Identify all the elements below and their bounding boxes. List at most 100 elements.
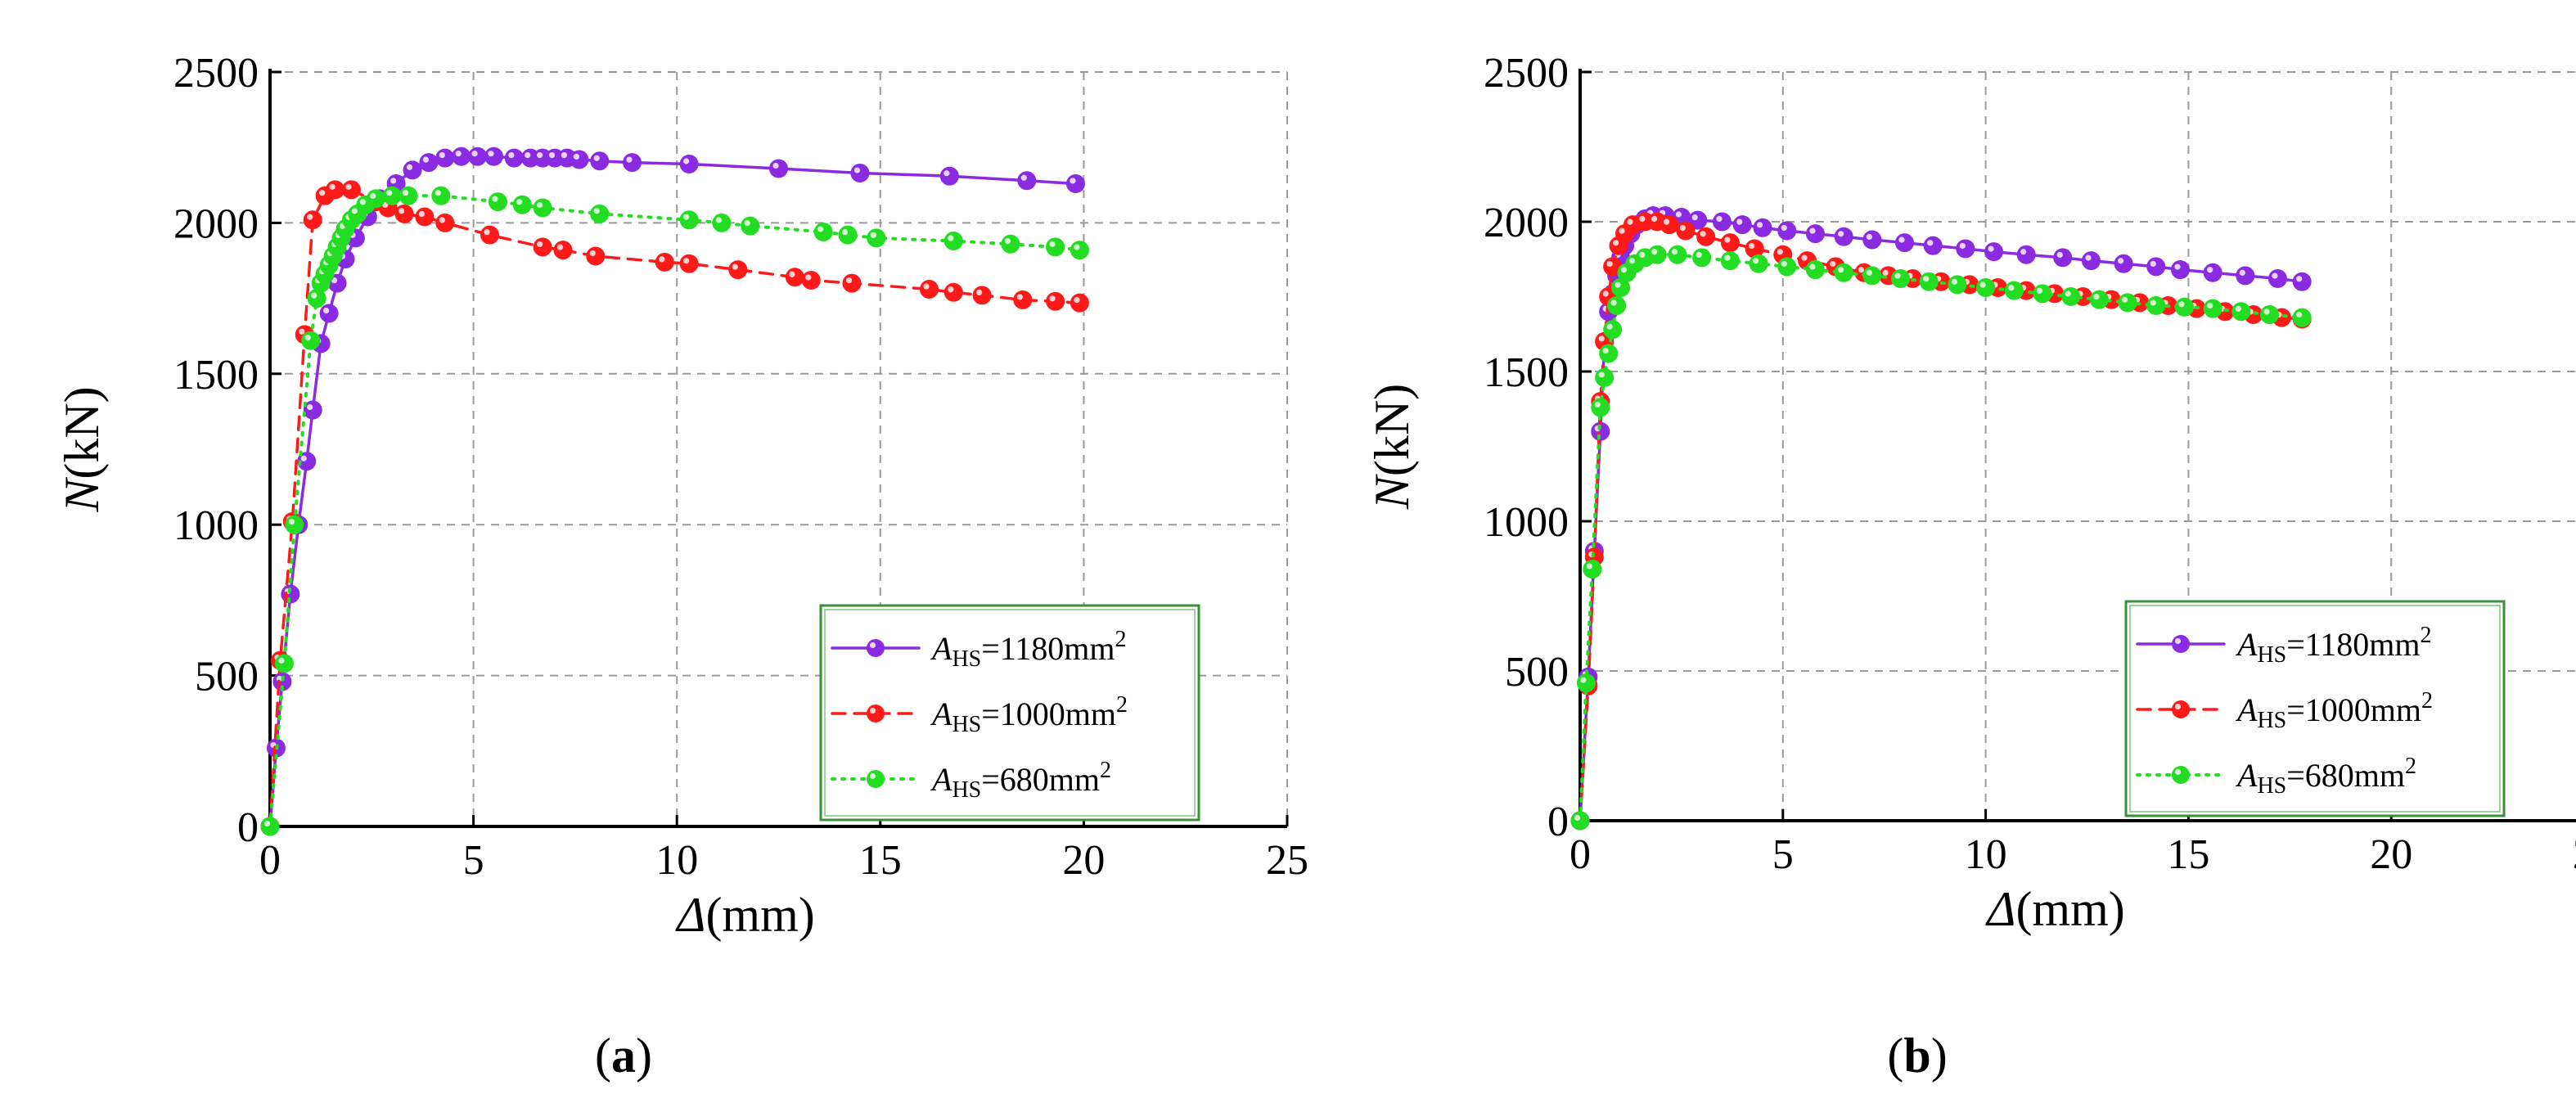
- y-tick-label: 500: [1505, 649, 1569, 696]
- data-point: [590, 151, 610, 171]
- data-point-highlight: [1700, 231, 1706, 237]
- data-point-highlight: [1951, 278, 1958, 285]
- legend-label: AHS=1000mm2: [2235, 688, 2433, 733]
- data-point: [2203, 263, 2222, 282]
- data-point: [1712, 212, 1732, 232]
- data-point-highlight: [2207, 267, 2213, 273]
- data-point: [512, 195, 532, 214]
- data-point-highlight: [300, 455, 307, 461]
- data-point-highlight: [439, 152, 445, 159]
- data-point-highlight: [319, 190, 326, 196]
- data-point-highlight: [1602, 347, 1609, 354]
- data-point-highlight: [870, 232, 876, 238]
- data-point: [1919, 272, 1939, 291]
- data-point-highlight: [1615, 281, 1621, 288]
- data-point: [1891, 269, 1911, 289]
- data-point: [769, 159, 788, 178]
- data-point-highlight: [1016, 294, 1023, 300]
- data-point-highlight: [817, 226, 824, 232]
- data-point: [1013, 290, 1033, 309]
- data-point: [553, 241, 573, 260]
- panel-caption: (a): [595, 1029, 652, 1083]
- data-point-highlight: [1923, 276, 1930, 282]
- data-point-highlight: [329, 183, 336, 190]
- chart-panel-b: 0 5 10 15 20 25 0 500 1000 1500 2000 2500 Δ(mm) N(kN)…: [1365, 50, 2576, 1083]
- data-point-highlight: [2150, 260, 2156, 267]
- data-point-highlight: [2296, 312, 2303, 318]
- y-tick-label: 2500: [1484, 50, 1569, 97]
- chart-panel-a: 0 5 10 15 20 25 0 500 1000 1500 2000 2500 Δ(mm) N(kN)…: [55, 50, 1308, 1083]
- data-point: [939, 166, 959, 186]
- data-point-highlight: [1777, 249, 1783, 255]
- y-tick-label: 1000: [173, 502, 259, 549]
- data-point: [1805, 260, 1825, 280]
- data-point-highlight: [406, 164, 413, 170]
- data-point: [2292, 272, 2312, 291]
- data-point: [533, 237, 552, 257]
- data-point-highlight: [1004, 238, 1011, 245]
- data-point: [1834, 263, 1853, 282]
- data-point-highlight: [1602, 290, 1609, 297]
- data-point: [1732, 215, 1752, 235]
- data-point-highlight: [772, 162, 779, 169]
- data-point-highlight: [1627, 218, 1633, 225]
- data-point: [741, 216, 760, 236]
- data-point-highlight: [455, 151, 462, 157]
- data-point: [1805, 224, 1825, 244]
- data-point: [1591, 398, 1610, 417]
- data-point-highlight: [1830, 260, 1836, 267]
- data-point-highlight: [659, 256, 665, 263]
- data-point: [1948, 275, 1967, 295]
- data-point: [867, 228, 886, 248]
- data-point: [419, 153, 439, 173]
- data-point-highlight: [2093, 294, 2100, 300]
- data-point: [1696, 227, 1716, 246]
- y-tick-label: 2000: [173, 200, 259, 247]
- data-point-highlight: [1809, 227, 1816, 234]
- data-point-highlight: [386, 190, 393, 196]
- data-point: [1984, 242, 2004, 262]
- x-tick-label: 0: [259, 837, 281, 884]
- data-point-highlight: [278, 657, 285, 664]
- data-point: [712, 213, 732, 232]
- data-point: [679, 254, 699, 273]
- data-point: [2203, 299, 2222, 318]
- data-point-highlight: [471, 151, 478, 157]
- legend-marker-highlight: [869, 707, 876, 714]
- legend-marker: [2172, 635, 2190, 653]
- data-point-highlight: [1651, 249, 1658, 255]
- data-point-highlight: [390, 178, 397, 184]
- legend-marker: [867, 705, 885, 723]
- data-point: [394, 204, 414, 223]
- data-point-highlight: [923, 283, 930, 290]
- x-tick-label: 25: [2573, 831, 2576, 878]
- data-point-highlight: [1691, 214, 1698, 221]
- data-point-highlight: [1858, 267, 1865, 273]
- data-point: [1599, 344, 1619, 363]
- data-point: [468, 146, 488, 166]
- data-point: [728, 260, 748, 280]
- data-point: [1576, 673, 1596, 693]
- y-tick-label: 2500: [173, 50, 259, 97]
- data-point-highlight: [789, 271, 795, 277]
- y-tick-label: 0: [237, 804, 259, 851]
- legend-marker: [867, 639, 885, 657]
- data-point-highlight: [1612, 240, 1619, 246]
- data-point-highlight: [805, 274, 812, 281]
- data-point-highlight: [1979, 281, 1986, 288]
- data-point-highlight: [556, 244, 564, 250]
- data-point: [570, 150, 589, 169]
- data-point-highlight: [537, 241, 543, 248]
- legend-marker-highlight: [869, 642, 876, 649]
- data-point-highlight: [1838, 231, 1844, 237]
- data-point-highlight: [1628, 258, 1636, 264]
- data-point-highlight: [1696, 251, 1702, 259]
- data-point: [679, 154, 699, 173]
- panel-caption: (b): [1887, 1029, 1947, 1083]
- data-point: [1676, 221, 1696, 241]
- legend: AHS=1180mm2 AHS=1000mm2 AHS=680mm2: [2124, 600, 2506, 817]
- data-point: [1647, 245, 1667, 264]
- legend-label: AHS=680mm2: [930, 758, 1111, 803]
- data-point: [2146, 257, 2166, 277]
